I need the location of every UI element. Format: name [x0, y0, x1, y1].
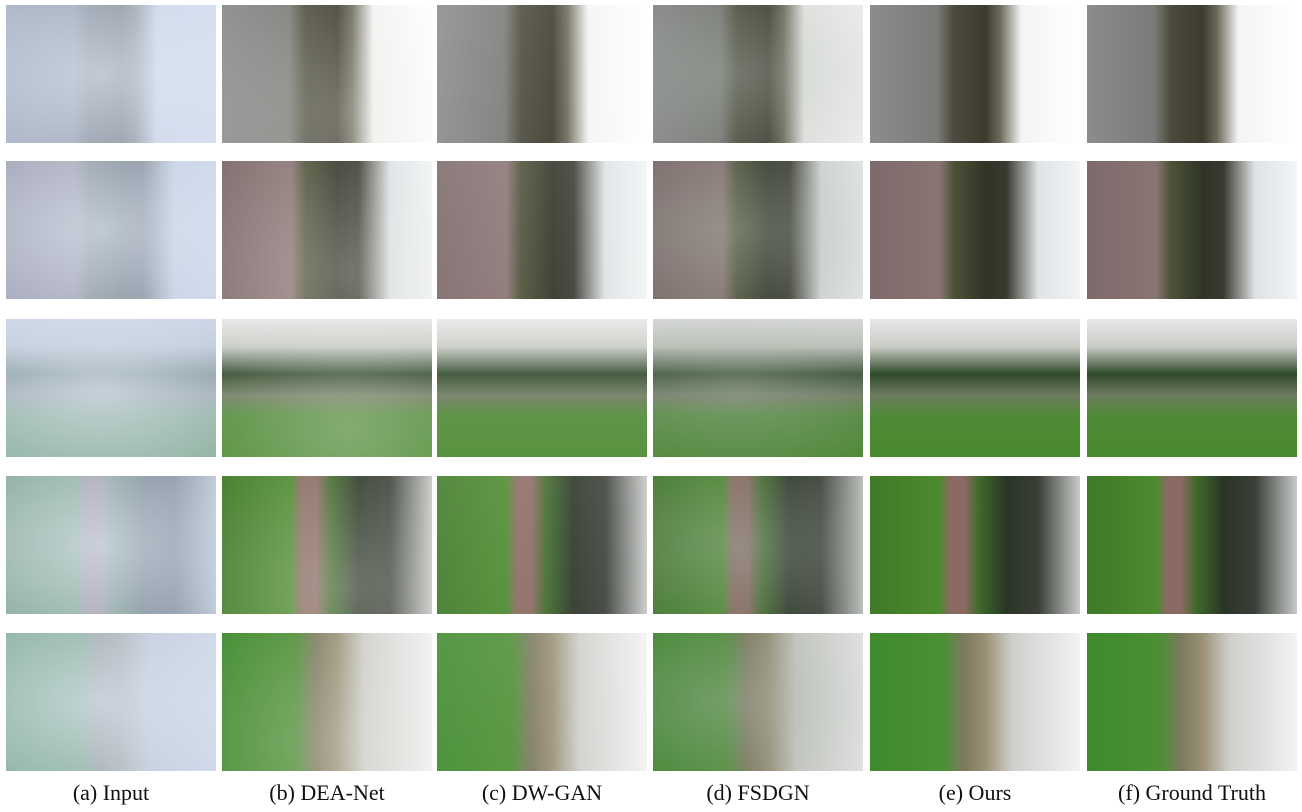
- haze-overlay: [437, 5, 647, 143]
- caption: (c) DW-GAN: [432, 780, 652, 806]
- haze-overlay: [870, 319, 1080, 457]
- image-tile: [437, 319, 647, 457]
- haze-overlay: [1087, 633, 1297, 771]
- image-tile: [870, 161, 1080, 299]
- image-tile: [870, 319, 1080, 457]
- image-tile: [653, 319, 863, 457]
- haze-overlay: [437, 633, 647, 771]
- image-tile: [437, 476, 647, 614]
- haze-overlay: [870, 5, 1080, 143]
- image-tile: [6, 5, 216, 143]
- caption: (a) Input: [1, 780, 221, 806]
- haze-overlay: [653, 319, 863, 457]
- haze-overlay: [6, 319, 216, 457]
- image-tile: [222, 476, 432, 614]
- image-tile: [6, 161, 216, 299]
- haze-overlay: [222, 5, 432, 143]
- image-tile: [222, 5, 432, 143]
- haze-overlay: [653, 161, 863, 299]
- haze-overlay: [653, 5, 863, 143]
- haze-overlay: [653, 633, 863, 771]
- haze-overlay: [1087, 161, 1297, 299]
- image-tile: [1087, 633, 1297, 771]
- haze-overlay: [222, 476, 432, 614]
- haze-overlay: [1087, 319, 1297, 457]
- image-tile: [653, 633, 863, 771]
- haze-overlay: [6, 5, 216, 143]
- haze-overlay: [437, 476, 647, 614]
- image-tile: [653, 5, 863, 143]
- image-tile: [653, 476, 863, 614]
- image-tile: [222, 319, 432, 457]
- image-tile: [222, 633, 432, 771]
- image-tile: [870, 5, 1080, 143]
- image-tile: [1087, 319, 1297, 457]
- haze-overlay: [222, 319, 432, 457]
- haze-overlay: [6, 476, 216, 614]
- image-tile: [1087, 161, 1297, 299]
- caption: (b) DEA-Net: [217, 780, 437, 806]
- haze-overlay: [870, 161, 1080, 299]
- image-tile: [870, 476, 1080, 614]
- image-tile: [653, 161, 863, 299]
- image-tile: [6, 476, 216, 614]
- image-tile: [1087, 5, 1297, 143]
- haze-overlay: [437, 319, 647, 457]
- figure: (a) Input (b) DEA-Net (c) DW-GAN (d) FSD…: [0, 0, 1302, 812]
- caption: (e) Ours: [865, 780, 1085, 806]
- image-tile: [437, 633, 647, 771]
- haze-overlay: [437, 161, 647, 299]
- image-tile: [870, 633, 1080, 771]
- haze-overlay: [222, 633, 432, 771]
- image-tile: [6, 633, 216, 771]
- haze-overlay: [222, 161, 432, 299]
- image-tile: [6, 319, 216, 457]
- image-tile: [222, 161, 432, 299]
- caption: (d) FSDGN: [648, 780, 868, 806]
- haze-overlay: [870, 633, 1080, 771]
- caption: (f) Ground Truth: [1082, 780, 1302, 806]
- haze-overlay: [870, 476, 1080, 614]
- image-tile: [437, 5, 647, 143]
- image-tile: [1087, 476, 1297, 614]
- image-tile: [437, 161, 647, 299]
- haze-overlay: [6, 161, 216, 299]
- haze-overlay: [1087, 476, 1297, 614]
- haze-overlay: [653, 476, 863, 614]
- haze-overlay: [1087, 5, 1297, 143]
- haze-overlay: [6, 633, 216, 771]
